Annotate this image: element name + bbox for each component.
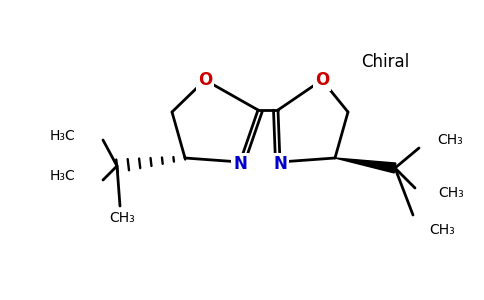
Text: CH₃: CH₃ [429,223,455,237]
Text: CH₃: CH₃ [438,186,464,200]
Text: H₃C: H₃C [49,169,75,183]
Text: O: O [198,71,212,89]
Text: CH₃: CH₃ [109,211,135,225]
Text: O: O [315,71,329,89]
Text: CH₃: CH₃ [437,133,463,147]
Text: H₃C: H₃C [49,129,75,143]
Text: N: N [233,155,247,173]
Text: N: N [273,155,287,173]
Text: Chiral: Chiral [361,53,409,71]
Polygon shape [335,158,396,173]
